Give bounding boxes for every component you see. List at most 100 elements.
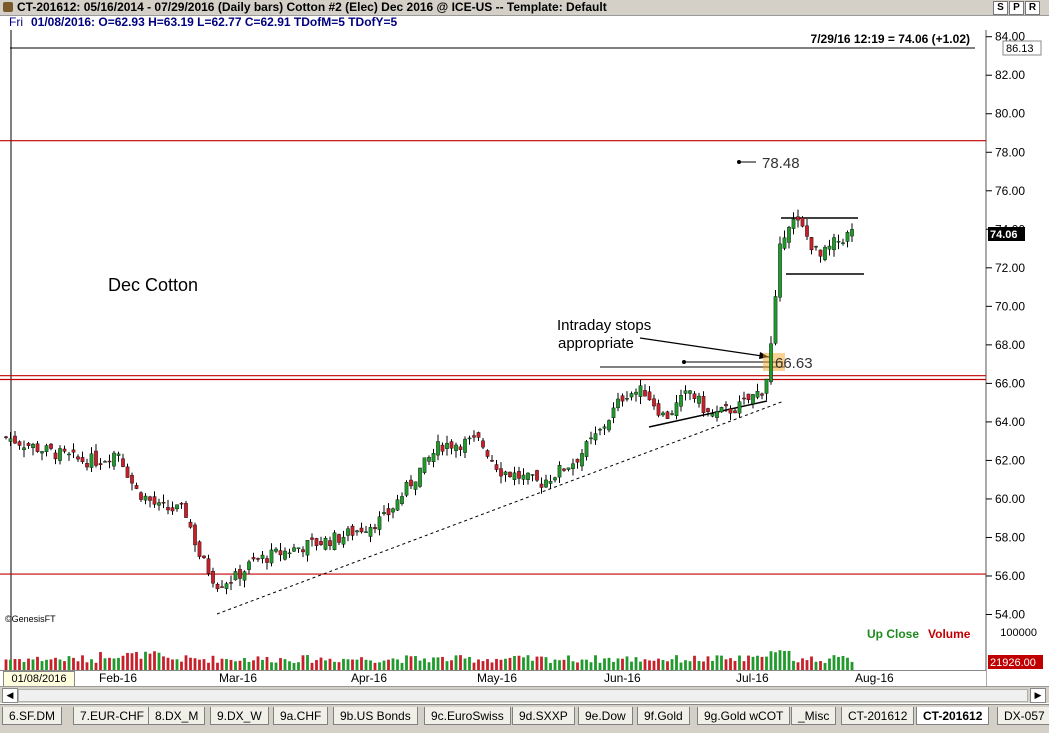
- volume-bar: [661, 660, 665, 670]
- tab-9e-dow[interactable]: 9e.Dow: [578, 707, 633, 725]
- candle-body: [845, 232, 850, 242]
- candle-body: [827, 245, 832, 250]
- candle-body: [688, 390, 692, 394]
- p-button[interactable]: P: [1009, 1, 1024, 15]
- candle-body: [548, 480, 553, 484]
- volume-bar: [531, 660, 534, 670]
- volume-bar: [558, 660, 561, 670]
- volume-bar: [157, 652, 161, 670]
- volume-bar: [634, 657, 638, 670]
- volume-bar: [621, 658, 624, 670]
- volume-bar: [481, 661, 485, 670]
- horizontal-scrollbar[interactable]: ◀ ▶: [0, 686, 1049, 703]
- volume-bar: [612, 661, 615, 670]
- volume-bar: [360, 657, 363, 670]
- candle-body: [188, 521, 193, 528]
- volume-bar: [351, 659, 354, 670]
- volume-bar: [450, 660, 453, 670]
- candle-body: [674, 402, 679, 416]
- volume-bar: [666, 661, 669, 670]
- candle-body: [638, 385, 643, 397]
- candle-body: [607, 420, 611, 431]
- price-chart[interactable]: 54.00 56.00 58.00 60.00 62.00 64.00 66.00 68.00…: [0, 30, 1049, 688]
- volume-bar: [216, 662, 219, 670]
- tab-9a-chf[interactable]: 9a.CHF: [273, 707, 329, 725]
- candle-body: [728, 408, 733, 414]
- volume-bar: [675, 655, 678, 670]
- volume-bar: [589, 662, 593, 670]
- volume-bar: [310, 662, 314, 670]
- volume-bar: [220, 658, 224, 670]
- volume-bar: [540, 656, 543, 670]
- price-tick-label: 70.00: [995, 299, 1025, 313]
- candle-body: [220, 586, 224, 588]
- candle-body: [544, 479, 548, 488]
- volume-bar: [4, 659, 8, 670]
- volume-bar: [648, 660, 651, 670]
- target-dot: [737, 160, 741, 164]
- candle-body: [373, 527, 377, 530]
- candle-body: [679, 394, 683, 407]
- volume-bar: [567, 655, 570, 670]
- annotation-stops-line1: Intraday stops: [557, 317, 651, 334]
- candle-body: [337, 534, 341, 543]
- tab-9b-us-bonds[interactable]: 9b.US Bonds: [333, 707, 418, 725]
- candle-body: [368, 527, 373, 537]
- volume-bar: [445, 661, 449, 670]
- price-tick-label: 84.00: [995, 30, 1025, 44]
- price-tick-label: 62.00: [995, 453, 1025, 467]
- volume-bar: [202, 659, 206, 670]
- volume-bar: [252, 660, 255, 670]
- level-label-6663: 66.63: [775, 355, 813, 372]
- tab-9f-gold[interactable]: 9f.Gold: [637, 707, 690, 725]
- volume-bar: [121, 655, 125, 670]
- volume-bar: [490, 662, 494, 670]
- candle-body: [292, 547, 296, 552]
- tab-9-dx-w[interactable]: 9.DX_W: [210, 707, 269, 725]
- volume-bar: [616, 658, 620, 670]
- candle-body: [719, 407, 724, 413]
- tab-ct-201612[interactable]: CT-201612: [841, 707, 915, 725]
- candle-body: [535, 470, 539, 481]
- volume-bar: [837, 656, 840, 670]
- volume-bar: [256, 656, 260, 670]
- candle-body: [107, 460, 112, 463]
- tab-9d-sxxp[interactable]: 9d.SXXP: [512, 707, 575, 725]
- candle-body: [764, 378, 769, 394]
- volume-bar: [729, 658, 732, 670]
- volume-bar: [778, 650, 782, 670]
- volume-bar: [117, 657, 120, 670]
- candle-body: [553, 477, 557, 481]
- candle-body: [742, 397, 746, 400]
- tab-7-eur-chf[interactable]: 7.EUR-CHF: [73, 707, 152, 725]
- tab-9c-euroswiss[interactable]: 9c.EuroSwiss: [424, 707, 511, 725]
- scroll-left-arrow-icon[interactable]: ◀: [2, 688, 18, 703]
- tab-8-dx-m[interactable]: 8.DX_M: [148, 707, 206, 725]
- annotation-stops-line2: appropriate: [558, 335, 634, 352]
- candle-body: [494, 464, 499, 470]
- r-button[interactable]: R: [1025, 1, 1040, 15]
- volume-bar: [693, 655, 696, 670]
- candle-body: [611, 407, 616, 419]
- s-button[interactable]: S: [993, 1, 1008, 15]
- tab-6-sf-dm[interactable]: 6.SF.DM: [2, 707, 63, 725]
- volume-bar: [652, 660, 656, 670]
- volume-bar: [787, 650, 791, 670]
- candle-body: [391, 508, 395, 513]
- tab-misc[interactable]: _Misc: [791, 707, 837, 725]
- tab-dx-057[interactable]: DX-057: [997, 707, 1049, 725]
- candle-body: [598, 428, 602, 431]
- candle-body: [809, 236, 814, 251]
- candle-body: [836, 240, 841, 243]
- volume-bar: [229, 659, 233, 670]
- scroll-thumb[interactable]: [18, 689, 1028, 702]
- volume-bar: [711, 660, 714, 670]
- tab-ct-201612-active[interactable]: CT-201612: [916, 707, 990, 725]
- scroll-right-arrow-icon[interactable]: ▶: [1030, 688, 1046, 703]
- last-price-value: 74.06: [990, 229, 1018, 241]
- workspace-tabs: 6.SF.DM 7.EUR-CHF 8.DX_M 9.DX_W 9a.CHF 9…: [0, 704, 1049, 733]
- tab-9g-gold-wcot[interactable]: 9g.Gold wCOT: [697, 707, 791, 725]
- volume-bar: [247, 661, 251, 670]
- breakout-highlight: [763, 353, 785, 371]
- volume-bar: [850, 661, 854, 670]
